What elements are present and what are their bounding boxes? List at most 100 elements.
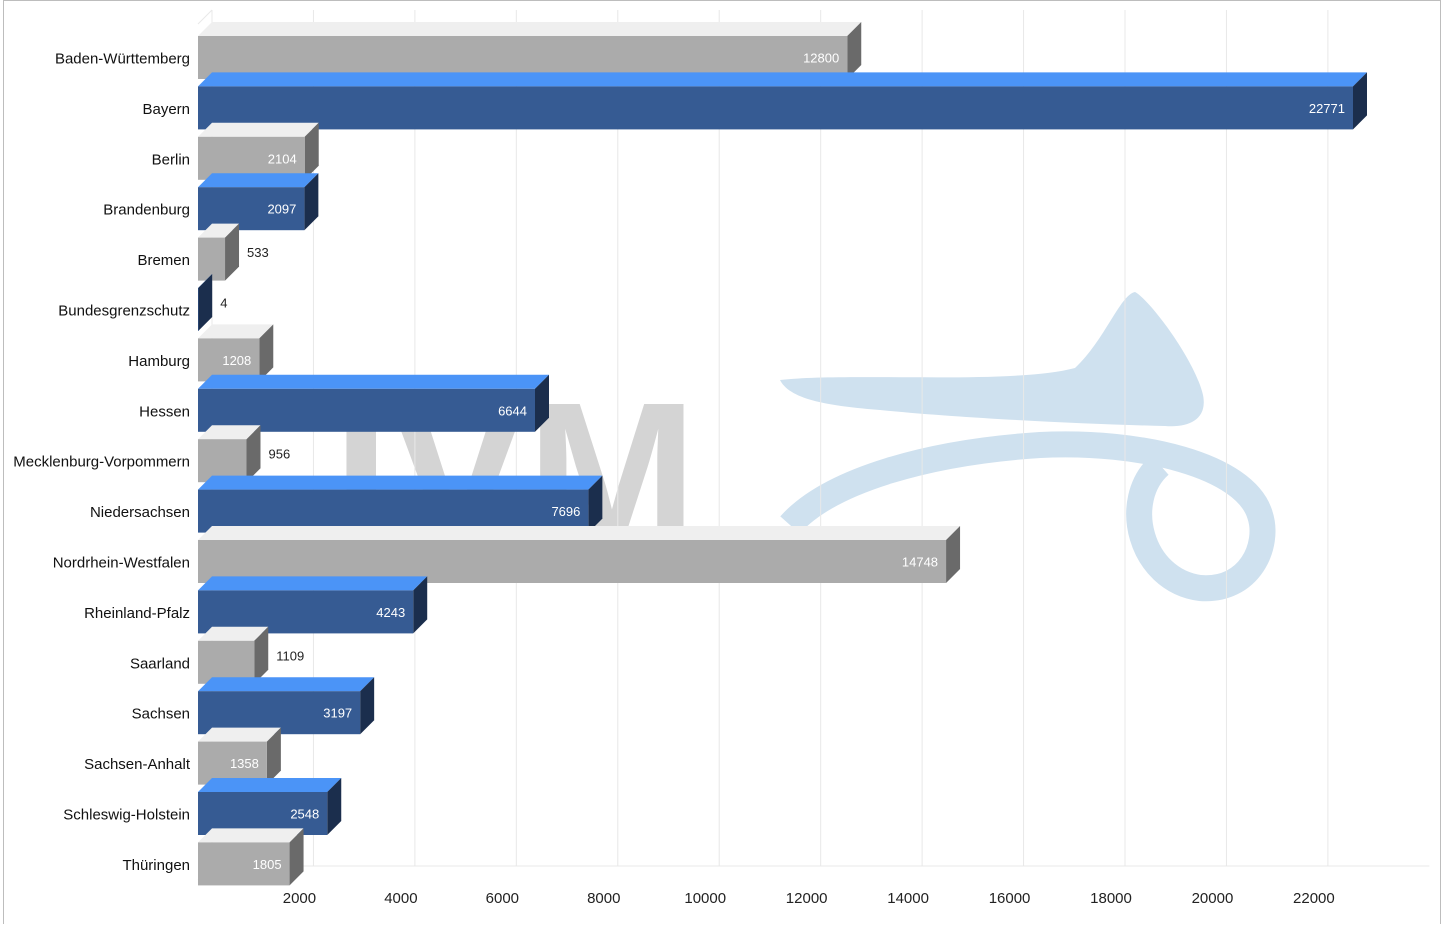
category-label: Berlin [152, 151, 190, 168]
chart-frame [3, 0, 1441, 929]
data-label: 2097 [267, 202, 296, 217]
bar-side-face [413, 576, 428, 634]
bar-front-face [198, 439, 247, 483]
bar-side-face [304, 122, 319, 180]
bar-side-face [946, 526, 961, 583]
bar: 4243 [198, 576, 428, 634]
bar-top-face [198, 828, 304, 843]
category-label: Mecklenburg-Vorpommern [13, 454, 190, 471]
bar-side-face [254, 626, 269, 684]
x-tick-label: 10000 [684, 890, 726, 907]
bar-top-face [198, 727, 281, 742]
bar-top-face [198, 173, 319, 188]
bar-front-face [198, 338, 260, 382]
bars: 12800 22771 2104 2097 533 4 1208 6644 956 7696 147… [198, 22, 1367, 886]
bar: 533 [198, 223, 269, 281]
bar: 2097 [198, 173, 319, 231]
category-label: Bayern [142, 101, 190, 118]
bar-side-face [266, 727, 281, 785]
bar-top-face [198, 475, 603, 490]
bar-top-face [198, 374, 549, 389]
bar-side-face [847, 22, 862, 79]
data-label: 2104 [268, 151, 297, 166]
category-label: Thüringen [122, 857, 190, 874]
data-label: 12800 [803, 51, 839, 66]
bar: 12800 [198, 22, 862, 79]
data-label: 3197 [323, 706, 352, 721]
data-label: 956 [268, 447, 290, 462]
x-tick-label: 8000 [587, 890, 620, 907]
bar-front-face [198, 36, 848, 79]
data-label: 6644 [498, 403, 527, 418]
category-label: Brandenburg [103, 202, 190, 219]
bar-side-face [327, 778, 342, 835]
bar-top-face [198, 425, 261, 440]
bar-front-face [198, 388, 535, 432]
bar-top-face [198, 274, 213, 288]
bar-top-face [198, 223, 240, 238]
category-label: Bundesgrenzschutz [58, 303, 190, 320]
bar-front-face [198, 691, 361, 735]
bar-side-face [289, 828, 304, 886]
bar: 1109 [198, 626, 304, 684]
data-label: 533 [247, 245, 269, 260]
bar: 6644 [198, 374, 549, 432]
bar-front-face [198, 489, 589, 533]
bar-front-face [198, 86, 1353, 130]
bar-top-face [198, 778, 342, 792]
bar: 1358 [198, 727, 281, 785]
bar: 1208 [198, 324, 274, 382]
bar: 14748 [198, 526, 961, 583]
category-label: Rheinland-Pfalz [84, 605, 190, 622]
bar-top-face [198, 626, 269, 641]
bar-front-face [198, 540, 947, 583]
category-label: Hamburg [128, 353, 190, 370]
bar-front-face [198, 237, 226, 281]
category-label: Niedersachsen [90, 504, 190, 521]
x-tick-label: 14000 [887, 890, 929, 907]
bar: 22771 [198, 72, 1367, 130]
bar-front-face [198, 640, 255, 684]
bar-top-face [198, 122, 319, 137]
x-tick-label: 20000 [1192, 890, 1234, 907]
bar-front-face [198, 590, 414, 634]
data-label: 1208 [222, 353, 251, 368]
bar-front-face [198, 288, 199, 331]
category-label: Baden-Württemberg [55, 51, 190, 68]
category-label: Nordrhein-Westfalen [53, 555, 190, 572]
x-tick-label: 16000 [989, 890, 1031, 907]
bar: 2104 [198, 122, 319, 180]
bar-top-face [198, 677, 375, 692]
data-label: 1358 [230, 756, 259, 771]
bar-side-face [246, 425, 261, 483]
bar-front-face [198, 741, 267, 785]
value-axis: 2000 4000 6000 8000 10000 12000 14000 16000 1800… [283, 890, 1335, 907]
bar-side-face [259, 324, 274, 382]
category-label: Schleswig-Holstein [63, 807, 190, 824]
category-axis: Baden-Württemberg Bayern Berlin Brandenburg… [13, 51, 191, 874]
category-label: Saarland [130, 655, 190, 672]
x-tick-label: 18000 [1090, 890, 1132, 907]
data-label: 4243 [376, 605, 405, 620]
category-label: Sachsen [132, 706, 190, 723]
bar-top-face [198, 526, 961, 540]
bar-side-face [225, 223, 240, 281]
bar: 3197 [198, 677, 375, 735]
bar-front-face [198, 792, 328, 835]
data-label: 4 [220, 296, 227, 311]
bar: 1805 [198, 828, 304, 886]
bar: 956 [198, 425, 290, 483]
bar-top-face [198, 576, 428, 591]
bar-front-face [198, 842, 290, 886]
data-label: 22771 [1309, 101, 1345, 116]
x-tick-label: 6000 [486, 890, 519, 907]
bar-front-face [198, 136, 305, 180]
watermark-logo-shape [780, 292, 1204, 427]
bar-top-face [198, 72, 1367, 87]
category-label: Bremen [137, 252, 190, 269]
bar-side-face [1353, 72, 1367, 130]
bar: 2548 [198, 778, 342, 835]
bar-front-face [198, 187, 305, 231]
